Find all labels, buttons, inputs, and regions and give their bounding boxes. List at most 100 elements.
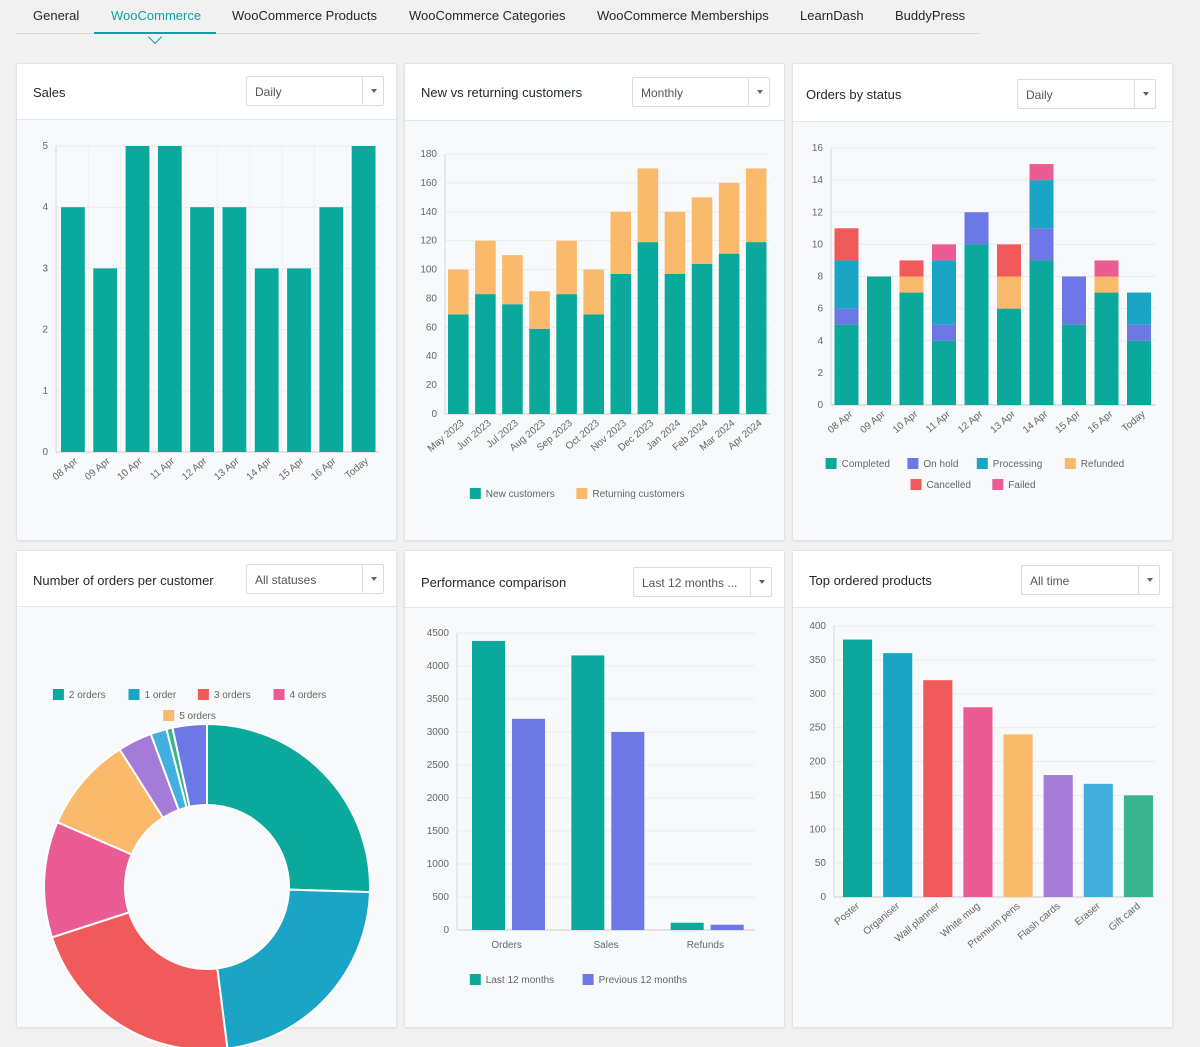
status-legend-label: Completed [842, 459, 890, 470]
status-legend-label: Cancelled [927, 480, 971, 491]
sales-x-tick-label: 15 Apr [277, 455, 307, 482]
per-customer-status-select[interactable]: All statuses [246, 564, 384, 594]
tab-woocommerce-memberships[interactable]: WooCommerce Memberships [597, 8, 769, 23]
status-x-tick-label: 16 Apr [1086, 408, 1116, 435]
sales-bar [254, 268, 279, 452]
sales-x-tick-label: 10 Apr [115, 455, 145, 482]
sales-y-tick-label: 3 [42, 263, 48, 274]
sales-x-tick-label: 16 Apr [309, 455, 339, 482]
sales-x-tick-label: 12 Apr [180, 455, 210, 482]
performance-y-tick-label: 2500 [427, 760, 450, 771]
customers-bar [502, 255, 523, 305]
sales-x-tick-label: 14 Apr [245, 455, 275, 482]
products-period-value: All time [1030, 574, 1070, 588]
sales-x-tick-label: 09 Apr [83, 455, 113, 482]
customers-panel-header: New vs returning customers Monthly [405, 64, 784, 121]
products-bar [843, 639, 873, 897]
performance-y-tick-label: 1000 [427, 859, 450, 870]
sales-x-tick-label: 08 Apr [51, 455, 81, 482]
status-bar [834, 228, 859, 261]
products-x-tick-label: Flash cards [1016, 901, 1063, 943]
status-y-tick-label: 4 [817, 336, 823, 347]
performance-legend-label: Last 12 months [486, 975, 554, 986]
products-x-tick-label: Gift card [1107, 901, 1143, 934]
tab-woocommerce[interactable]: WooCommerce [111, 8, 202, 23]
status-x-tick-label: 08 Apr [826, 408, 856, 435]
status-bar [834, 308, 859, 325]
performance-legend-swatch [469, 974, 481, 985]
performance-panel-title: Performance comparison [421, 575, 567, 590]
sales-panel: Sales Daily 0 1 2 3 4 5 08 Apr 09 Apr 10 Apr 11 A… [16, 63, 397, 541]
performance-y-tick-label: 3000 [427, 727, 450, 738]
status-y-tick-label: 8 [817, 272, 823, 283]
products-bar [923, 680, 953, 897]
per-customer-panel-header: Number of orders per customer All status… [17, 551, 396, 607]
performance-period-select[interactable]: Last 12 months ... [633, 567, 772, 597]
customers-bar [448, 314, 469, 414]
products-bar [963, 707, 993, 897]
products-y-tick-label: 250 [809, 723, 826, 734]
status-bar [932, 244, 956, 261]
sales-period-select[interactable]: Daily [246, 76, 384, 106]
per-customer-legend-swatch [52, 689, 64, 700]
customers-bar [583, 314, 604, 414]
tab-woocommerce-products[interactable]: WooCommerce Products [232, 8, 377, 23]
status-period-select[interactable]: Daily [1017, 79, 1156, 109]
sales-y-tick-label: 1 [42, 386, 48, 397]
products-x-tick-label: Organiser [861, 900, 902, 937]
customers-y-tick-label: 140 [420, 207, 437, 218]
customers-legend-swatch [576, 488, 588, 499]
status-bar [932, 324, 956, 341]
customers-panel: New vs returning customers Monthly 0 20 40… [404, 63, 785, 541]
customers-period-select[interactable]: Monthly [632, 77, 770, 107]
status-bar [899, 260, 924, 277]
customers-bar [691, 197, 713, 264]
tab-woocommerce-categories[interactable]: WooCommerce Categories [409, 8, 566, 23]
status-chart: 0 2 4 6 8 10 12 14 16 08 Apr 09 Apr 10 Apr 11 Apr 12 … [812, 143, 1156, 491]
status-legend-label: On hold [923, 459, 958, 470]
sales-y-tick-label: 2 [42, 325, 48, 336]
products-bar [1043, 775, 1073, 897]
products-bar [1123, 795, 1153, 897]
sales-x-tick-label: Today [343, 456, 371, 482]
customers-y-tick-label: 40 [426, 351, 438, 362]
products-period-select[interactable]: All time [1021, 565, 1160, 595]
customers-y-tick-label: 100 [420, 265, 437, 276]
chevron-down-icon [362, 77, 383, 105]
customers-legend-label: Returning customers [592, 489, 684, 500]
status-bar [899, 292, 924, 405]
status-bar [1062, 276, 1086, 325]
customers-y-tick-label: 20 [426, 380, 438, 391]
donut-slice [216, 888, 371, 1047]
status-x-tick-label: 13 Apr [988, 408, 1018, 435]
customers-panel-title: New vs returning customers [421, 85, 583, 100]
per-customer-panel: Number of orders per customer All status… [16, 550, 397, 1047]
status-bar [1127, 292, 1151, 325]
performance-bar [670, 922, 704, 930]
customers-legend-label: New customers [486, 489, 555, 500]
sales-y-tick-label: 4 [42, 202, 48, 213]
customers-bar [583, 269, 604, 315]
chevron-down-icon [1138, 566, 1159, 594]
per-customer-chart: 2 orders 1 order 3 orders 4 orders 5 orders [43, 689, 371, 1047]
products-bar [1083, 783, 1113, 897]
status-bar [932, 260, 956, 325]
status-x-tick-label: 15 Apr [1053, 408, 1083, 435]
per-customer-legend-label: 2 orders [69, 690, 106, 701]
tab-learndash[interactable]: LearnDash [800, 8, 864, 23]
per-customer-panel-title: Number of orders per customer [33, 573, 214, 588]
chevron-down-icon [362, 565, 383, 593]
customers-bar [637, 242, 659, 414]
performance-bar [571, 655, 605, 930]
products-y-tick-label: 300 [809, 689, 826, 700]
status-panel-title: Orders by status [806, 87, 902, 102]
tab-buddypress[interactable]: BuddyPress [895, 8, 966, 23]
products-y-tick-label: 50 [815, 858, 827, 869]
status-legend-label: Processing [993, 459, 1042, 470]
performance-panel-header: Performance comparison Last 12 months ..… [405, 551, 784, 608]
products-chart: 0 50 100 150 200 250 300 350 400 Poster OrganiserW… [809, 621, 1155, 951]
performance-y-tick-label: 4000 [427, 661, 450, 672]
tab-general[interactable]: General [33, 8, 80, 23]
status-y-tick-label: 0 [817, 400, 823, 411]
